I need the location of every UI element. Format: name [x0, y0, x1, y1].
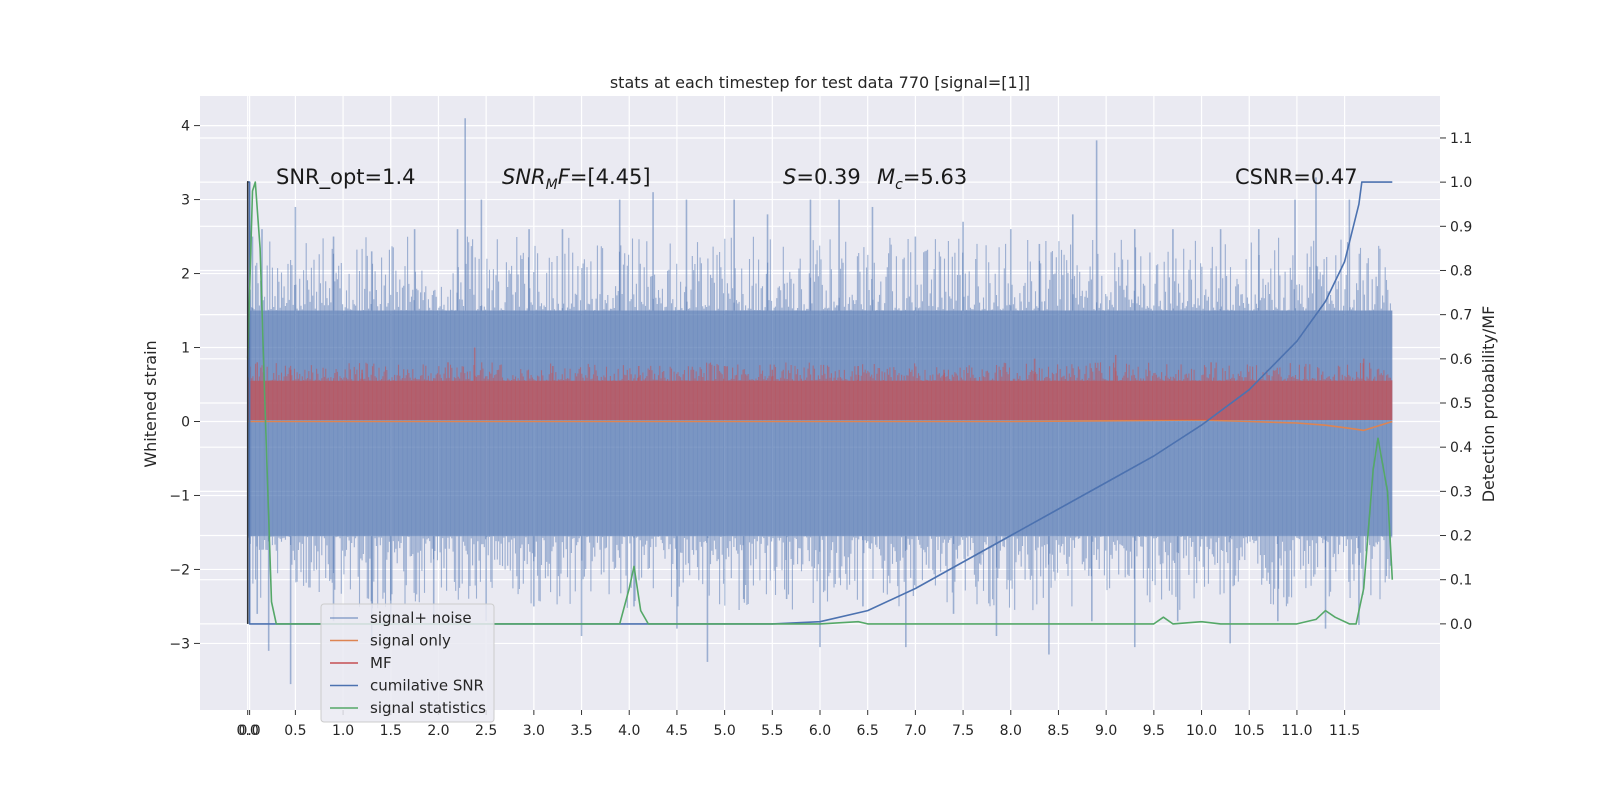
y-tick-label-left: −1 [169, 488, 190, 504]
x-tick-label: 9.0 [1095, 723, 1117, 739]
annotation-s-value: S=0.39 [783, 165, 861, 189]
y-tick-label-right: 1.0 [1450, 175, 1472, 191]
x-tick-label: 9.5 [1143, 723, 1165, 739]
y-tick-label-right: 0.0 [1450, 617, 1472, 633]
y-axis-label-left: Whitened strain [141, 340, 160, 467]
annotation-snr-mf: SNRMF=[4.45] [502, 165, 651, 193]
legend-label-cumulative-snr: cumilative SNR [370, 677, 484, 695]
legend-box [320, 603, 495, 723]
cumulative-snr-series [246, 181, 1393, 625]
y-tick-label-right: 0.6 [1450, 352, 1472, 368]
y-tick-label-right: 0.9 [1450, 219, 1472, 235]
x-tick-label: 0.0 [237, 723, 259, 739]
x-tick-label: 5.0 [713, 723, 735, 739]
y-tick-label-left: −2 [169, 562, 190, 578]
legend-label-signal-noise: signal+ noise [370, 609, 472, 627]
y-tick-label-right: 0.8 [1450, 263, 1472, 279]
legend-label-signal-only: signal only [370, 632, 451, 650]
x-tick-label: 7.5 [952, 723, 974, 739]
y-axis-label-right: Detection probability/MF [1479, 306, 1498, 503]
y-tick-label-left: 3 [181, 193, 190, 209]
annotations: SNR_opt=1.4 SNRMF=[4.45] S=0.39 Mc=5.63 … [276, 165, 1358, 193]
legend-label-signal-statistics: signal statistics [370, 699, 486, 717]
y-tick-label-right: 0.1 [1450, 573, 1472, 589]
x-tick-label: 3.5 [570, 723, 592, 739]
annotation-mc-value: Mc=5.63 [877, 165, 967, 193]
chart-title: stats at each timestep for test data 770… [610, 73, 1030, 92]
x-tick-label: 11.5 [1329, 723, 1360, 739]
signal-noise-series [247, 118, 1393, 685]
mf-series [247, 347, 1393, 421]
y-tick-label-left: 0 [181, 414, 190, 430]
y-tick-label-left: 4 [181, 119, 190, 135]
annotation-csnr: CSNR=0.47 [1235, 165, 1358, 189]
x-tick-label: 8.0 [1000, 723, 1022, 739]
x-tick-label: 2.5 [475, 723, 497, 739]
signal-statistics-series [246, 181, 1394, 625]
legend-label-mf: MF [370, 654, 392, 672]
y-tick-label-left: −3 [169, 636, 190, 652]
x-tick-label: 0.0 [238, 723, 260, 739]
y-tick-label-left: 1 [181, 341, 190, 357]
x-tick-label: 10.0 [1186, 723, 1217, 739]
x-tick-label: 2.0 [427, 723, 449, 739]
x-tick-label: 4.5 [666, 723, 688, 739]
x-tick-label: 1.5 [380, 723, 402, 739]
legend: signal+ noise signal only MF cumilative SNR… [320, 603, 495, 723]
plot-series [246, 118, 1394, 685]
y-tick-label-right: 0.4 [1450, 440, 1472, 456]
x-tick-label: 0.5 [284, 723, 306, 739]
x-tick-label: 1.0 [332, 723, 354, 739]
x-tick-label: 7.0 [904, 723, 926, 739]
y-tick-label-right: 1.1 [1450, 131, 1472, 147]
annotation-snr-opt: SNR_opt=1.4 [276, 165, 416, 190]
x-tick-label: 5.5 [761, 723, 783, 739]
x-tick-label: 8.5 [1047, 723, 1069, 739]
y-tick-label-right: 0.3 [1450, 484, 1472, 500]
y-tick-label-right: 0.2 [1450, 529, 1472, 545]
y-tick-label-right: 0.7 [1450, 308, 1472, 324]
axes: 0.0 0.0 0.5 1.0 1.5 2.0 2.5 3.0 3.5 4.0 4.5 5.0 5.5 6… [169, 119, 1472, 739]
x-tick-label: 11.0 [1281, 723, 1312, 739]
y-tick-label-left: 2 [181, 267, 190, 283]
y-tick-label-right: 0.5 [1450, 396, 1472, 412]
x-tick-label: 4.0 [618, 723, 640, 739]
x-tick-label: 6.5 [857, 723, 879, 739]
x-tick-label: 6.0 [809, 723, 831, 739]
x-tick-label: 10.5 [1234, 723, 1265, 739]
x-tick-label: 3.0 [523, 723, 545, 739]
